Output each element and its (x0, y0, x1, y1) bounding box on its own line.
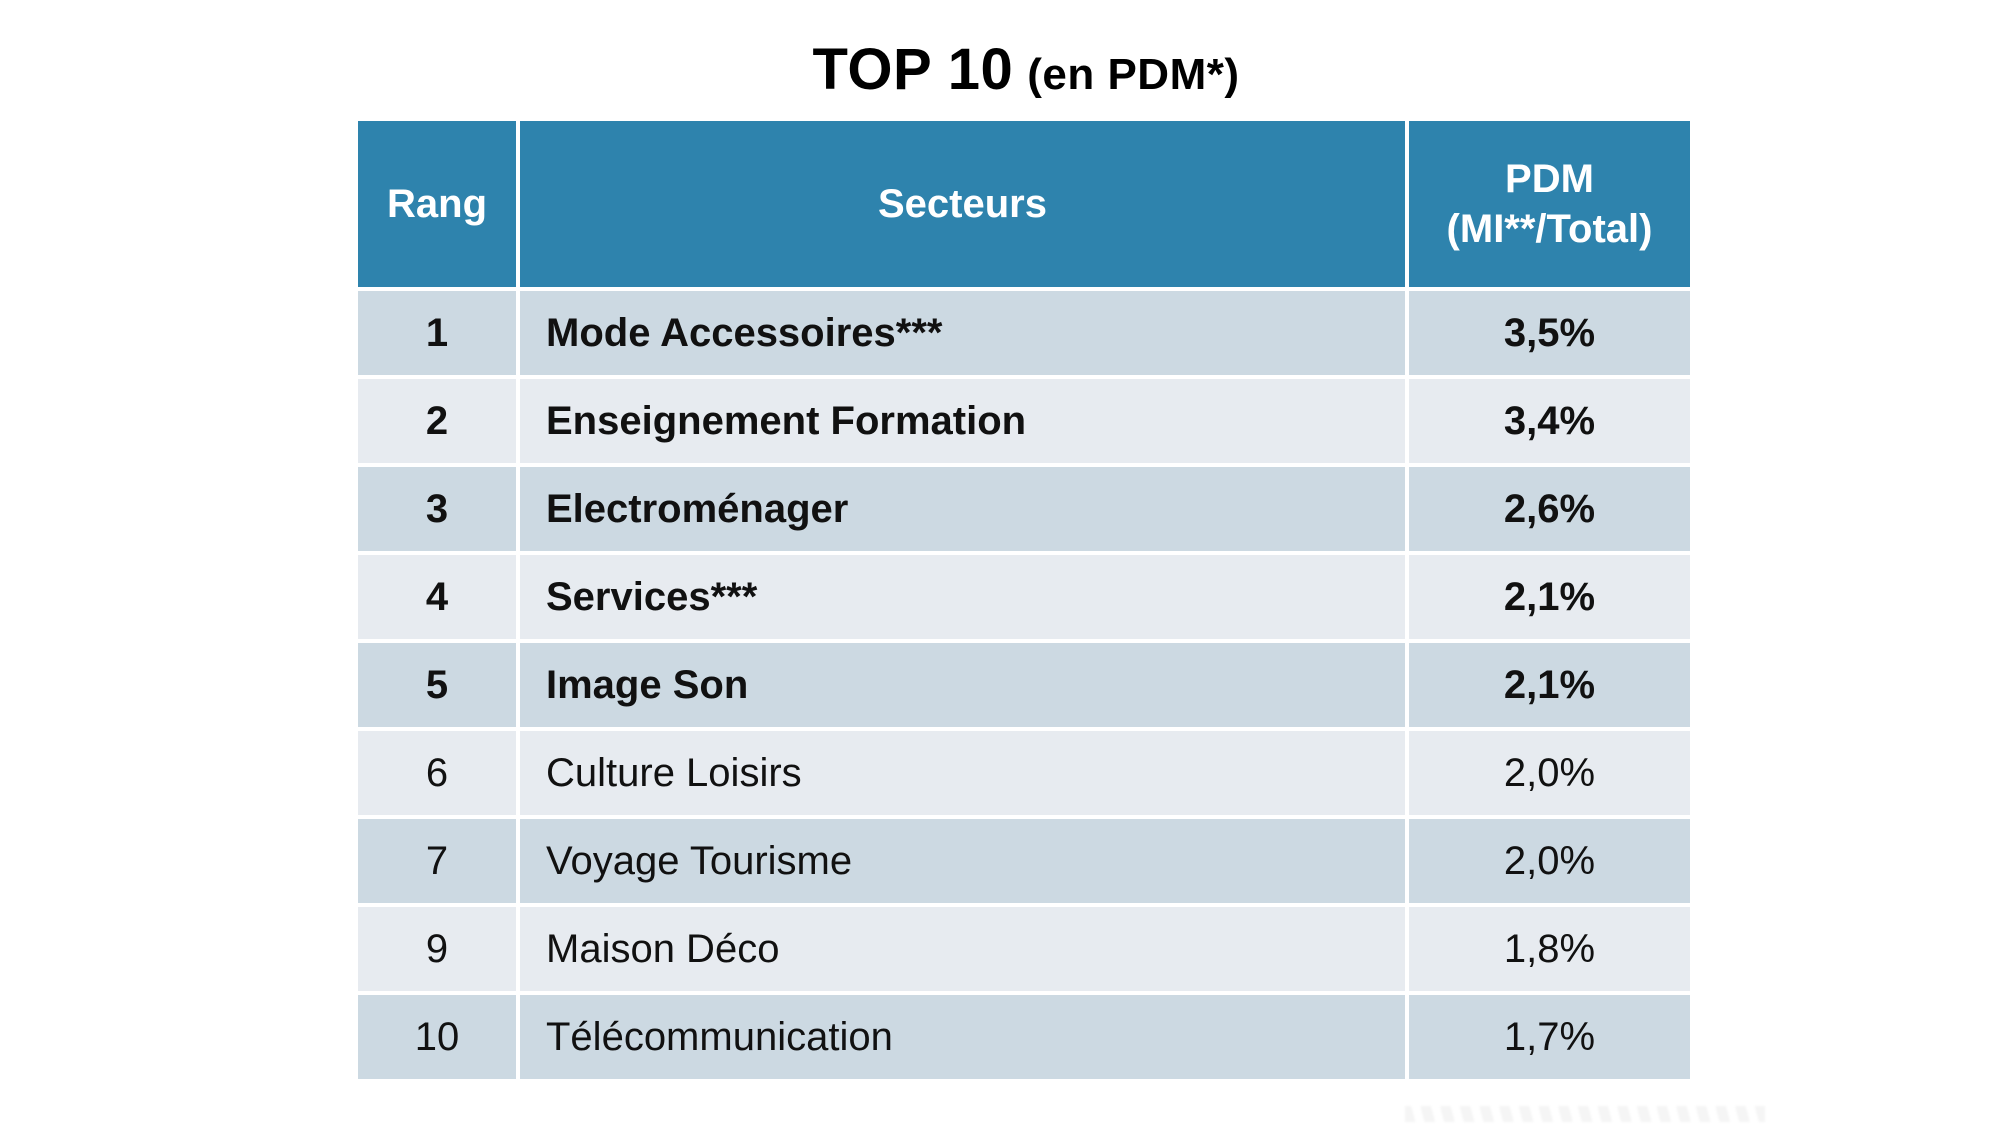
sector-cell: Mode Accessoires*** (520, 291, 1405, 375)
pdm-cell: 1,8% (1409, 907, 1690, 991)
top10-table: Rang Secteurs PDM (MI**/Total) 1 Mode Acc… (358, 121, 1694, 1079)
table-body: 1 Mode Accessoires*** 3,5% 2 Enseignement Fo… (358, 291, 1694, 1079)
page-title: TOP 10 (en PDM*) (358, 36, 1694, 103)
pdm-cell: 2,1% (1409, 555, 1690, 639)
table-row: 2 Enseignement Formation 3,4% (358, 379, 1694, 463)
sector-cell: Maison Déco (520, 907, 1405, 991)
pdm-cell: 2,1% (1409, 643, 1690, 727)
sector-cell: Services*** (520, 555, 1405, 639)
footnote-artifact (1405, 1106, 1765, 1122)
sector-cell: Image Son (520, 643, 1405, 727)
table-row: 9 Maison Déco 1,8% (358, 907, 1694, 991)
pdm-cell: 3,5% (1409, 291, 1690, 375)
rank-cell: 3 (358, 467, 516, 551)
title-main: TOP 10 (812, 37, 1014, 102)
table-row: 5 Image Son 2,1% (358, 643, 1694, 727)
pdm-cell: 3,4% (1409, 379, 1690, 463)
table-header-row: Rang Secteurs PDM (MI**/Total) (358, 121, 1694, 287)
pdm-cell: 2,0% (1409, 731, 1690, 815)
header-pdm: PDM (MI**/Total) (1409, 121, 1690, 287)
rank-cell: 4 (358, 555, 516, 639)
sector-cell: Culture Loisirs (520, 731, 1405, 815)
pdm-cell: 1,7% (1409, 995, 1690, 1079)
sector-cell: Télécommunication (520, 995, 1405, 1079)
rank-cell: 5 (358, 643, 516, 727)
rank-cell: 1 (358, 291, 516, 375)
pdm-cell: 2,6% (1409, 467, 1690, 551)
header-pdm-line1: PDM (1505, 157, 1594, 201)
rank-cell: 6 (358, 731, 516, 815)
table-row: 10 Télécommunication 1,7% (358, 995, 1694, 1079)
rank-cell: 10 (358, 995, 516, 1079)
sector-cell: Enseignement Formation (520, 379, 1405, 463)
sector-cell: Voyage Tourisme (520, 819, 1405, 903)
header-sector: Secteurs (520, 121, 1405, 287)
sector-cell: Electroménager (520, 467, 1405, 551)
pdm-cell: 2,0% (1409, 819, 1690, 903)
table-row: 3 Electroménager 2,6% (358, 467, 1694, 551)
rank-cell: 2 (358, 379, 516, 463)
table-row: 6 Culture Loisirs 2,0% (358, 731, 1694, 815)
header-pdm-line2: (MI**/Total) (1446, 207, 1653, 251)
rank-cell: 9 (358, 907, 516, 991)
header-rank: Rang (358, 121, 516, 287)
rank-cell: 7 (358, 819, 516, 903)
table-row: 1 Mode Accessoires*** 3,5% (358, 291, 1694, 375)
title-suffix: (en PDM*) (1027, 50, 1240, 99)
table-row: 7 Voyage Tourisme 2,0% (358, 819, 1694, 903)
table-row: 4 Services*** 2,1% (358, 555, 1694, 639)
